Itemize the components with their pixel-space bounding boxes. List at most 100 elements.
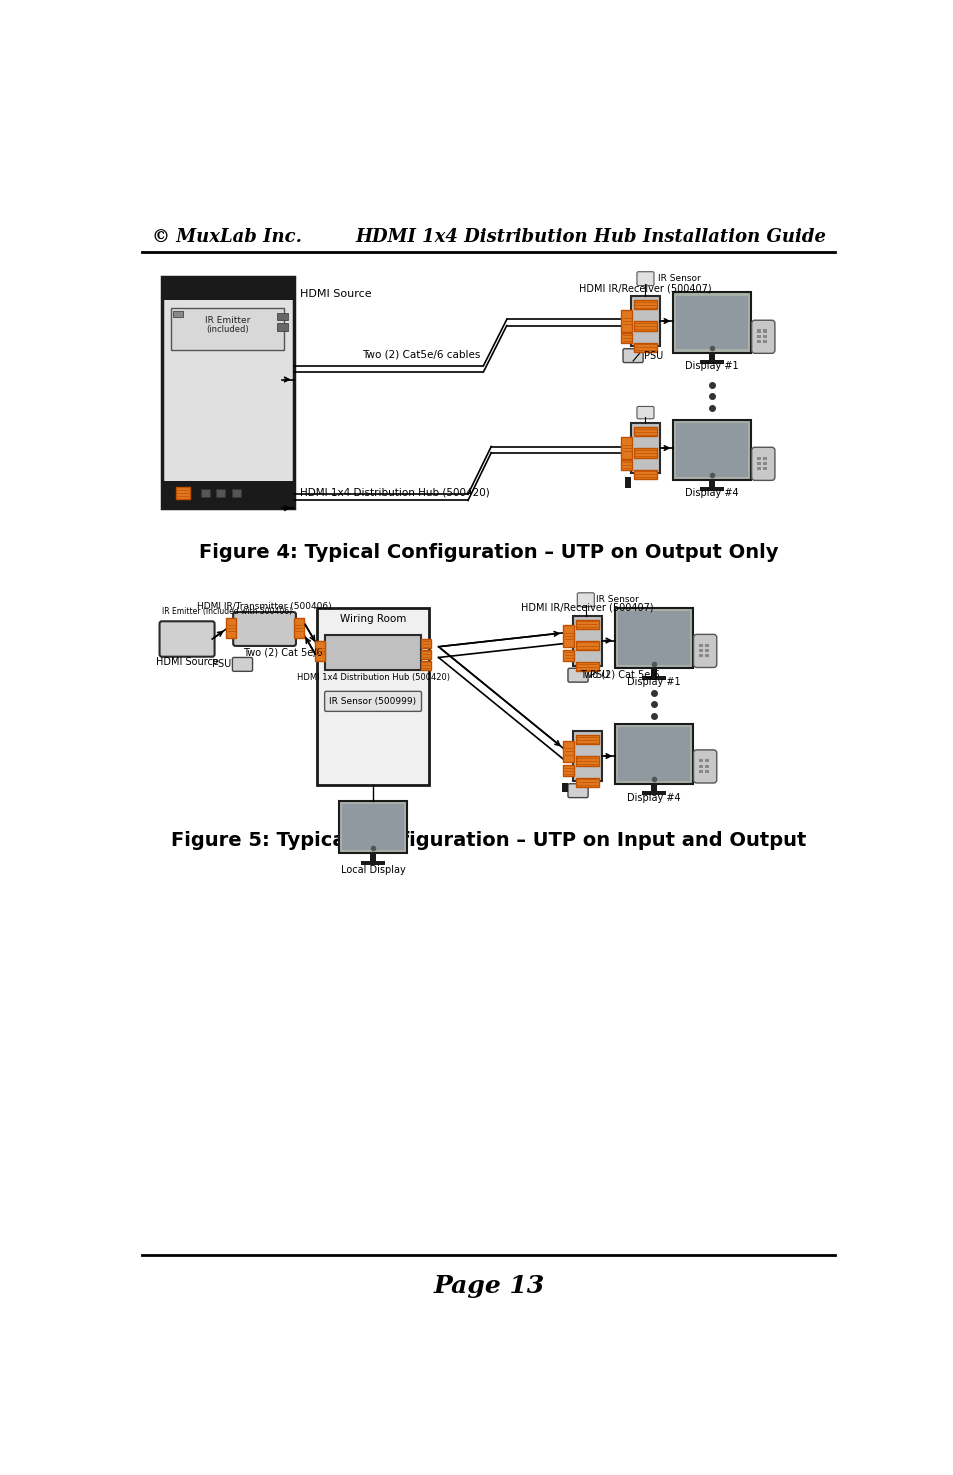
FancyBboxPatch shape [233, 612, 295, 646]
Text: Figure 4: Typical Configuration – UTP on Output Only: Figure 4: Typical Configuration – UTP on… [199, 543, 778, 562]
Bar [673, 292, 750, 353]
Text: IR Emitter: IR Emitter [205, 317, 251, 326]
Text: Local Display: Local Display [340, 864, 405, 875]
Bar [572, 617, 601, 665]
FancyBboxPatch shape [159, 621, 214, 656]
Bar [618, 611, 689, 665]
Text: PSU: PSU [589, 670, 608, 680]
Text: IR Emitter (included with 500406): IR Emitter (included with 500406) [162, 606, 292, 617]
Text: HDMI 1x4 Distribution Hub (500420): HDMI 1x4 Distribution Hub (500420) [299, 488, 489, 497]
FancyBboxPatch shape [693, 749, 716, 783]
Bar [316, 608, 429, 785]
Text: Page 13: Page 13 [433, 1274, 544, 1298]
Bar [699, 760, 702, 763]
Bar [676, 295, 747, 350]
Text: Wiring Room: Wiring Room [339, 615, 406, 624]
Bar [342, 804, 404, 850]
Text: (included): (included) [206, 324, 249, 333]
Bar [575, 662, 598, 671]
Bar [615, 608, 692, 668]
Bar [421, 650, 431, 659]
Bar [421, 661, 431, 670]
FancyBboxPatch shape [622, 348, 642, 363]
Bar [630, 296, 659, 347]
Bar [704, 760, 708, 763]
Bar [315, 642, 325, 661]
Text: Two (2) Cat5e/6 cables: Two (2) Cat5e/6 cables [362, 350, 480, 360]
Bar [294, 618, 303, 639]
Bar [620, 310, 632, 332]
Bar [620, 460, 632, 469]
Bar [633, 448, 657, 457]
Bar [762, 462, 766, 465]
Bar [633, 322, 657, 330]
Text: HDMI Source: HDMI Source [155, 658, 218, 668]
Bar [575, 735, 598, 745]
Bar [575, 777, 598, 786]
Bar [562, 650, 574, 661]
Bar [633, 428, 657, 437]
FancyBboxPatch shape [324, 692, 421, 711]
Bar [762, 341, 766, 344]
FancyBboxPatch shape [751, 447, 774, 481]
Bar [624, 478, 630, 488]
Bar [615, 724, 692, 783]
Bar [173, 311, 183, 317]
FancyBboxPatch shape [233, 658, 253, 671]
Text: HDMI IR/Receiver (500407): HDMI IR/Receiver (500407) [520, 602, 653, 612]
Bar [673, 419, 750, 479]
Text: Display #4: Display #4 [684, 488, 739, 499]
Bar [704, 649, 708, 652]
Text: © MuxLab Inc.: © MuxLab Inc. [152, 229, 301, 246]
Bar [676, 423, 747, 476]
Bar [708, 479, 715, 487]
Bar [226, 618, 236, 639]
Bar [633, 301, 657, 310]
Bar [575, 757, 598, 766]
Bar [277, 313, 288, 320]
Text: PSU: PSU [643, 351, 662, 361]
Text: Figure 5: Typical Configuration – UTP on Input and Output: Figure 5: Typical Configuration – UTP on… [171, 832, 806, 850]
Bar [641, 792, 665, 795]
Text: HDMI IR/Receiver (500407): HDMI IR/Receiver (500407) [578, 283, 711, 294]
Bar [421, 639, 431, 648]
Bar [630, 423, 659, 473]
FancyBboxPatch shape [637, 407, 654, 419]
Bar [699, 655, 702, 658]
Text: HDMI IR/Transmitter (500406): HDMI IR/Transmitter (500406) [197, 602, 332, 611]
Bar [562, 625, 574, 646]
Bar [162, 481, 294, 507]
Bar [762, 329, 766, 332]
Text: Display #4: Display #4 [626, 792, 680, 802]
Bar [232, 488, 241, 497]
Bar [704, 655, 708, 658]
Bar [762, 335, 766, 338]
Text: Display #1: Display #1 [626, 677, 680, 687]
Bar [562, 740, 574, 763]
Bar [762, 456, 766, 460]
Bar [641, 676, 665, 680]
FancyBboxPatch shape [577, 593, 594, 606]
Text: HDMI Source: HDMI Source [299, 289, 371, 299]
Bar [561, 783, 567, 792]
Bar [200, 488, 210, 497]
Text: IR Sensor (500999): IR Sensor (500999) [329, 696, 416, 707]
Bar [650, 668, 657, 676]
Text: HDMI 1x4 Distribution Hub (500420): HDMI 1x4 Distribution Hub (500420) [296, 673, 449, 681]
Bar [324, 636, 421, 670]
Bar [650, 783, 657, 792]
Bar [620, 437, 632, 459]
Bar [370, 853, 375, 861]
Bar [175, 487, 190, 499]
Bar [762, 468, 766, 471]
FancyBboxPatch shape [567, 783, 587, 798]
Bar [575, 642, 598, 650]
Text: PSU: PSU [212, 659, 231, 670]
Bar [757, 468, 760, 471]
FancyBboxPatch shape [567, 668, 587, 681]
Text: IR Sensor: IR Sensor [658, 274, 700, 283]
Bar [700, 360, 723, 364]
Bar [361, 861, 384, 864]
Bar [216, 488, 225, 497]
Bar [699, 643, 702, 646]
